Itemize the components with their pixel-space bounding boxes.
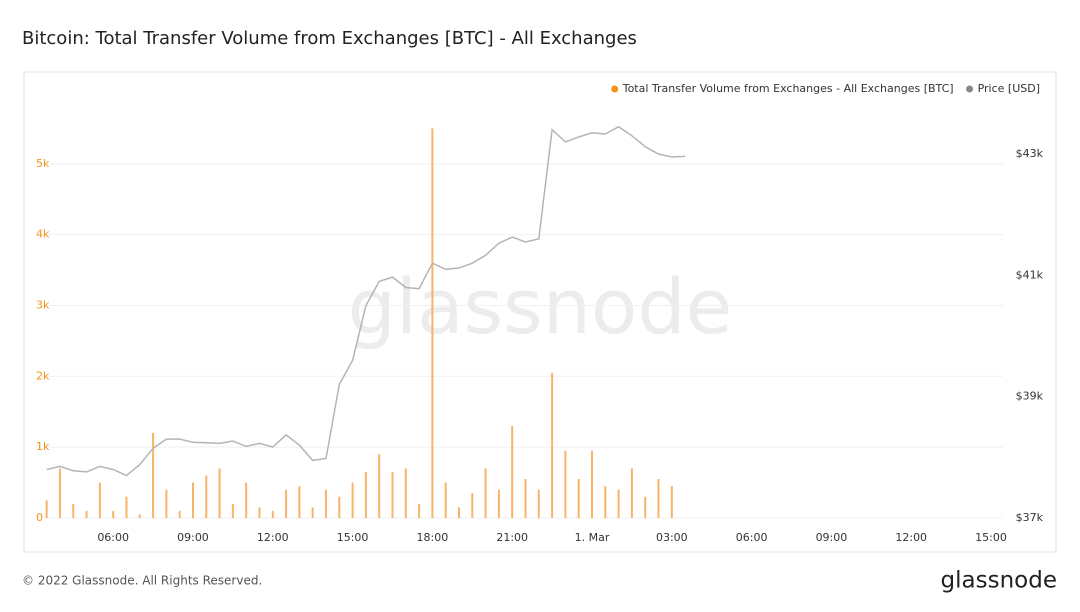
bar [431, 128, 434, 518]
x-tick-label: 12:00 [895, 531, 927, 544]
bar [298, 486, 301, 518]
x-tick-label: 12:00 [257, 531, 289, 544]
bar [564, 450, 567, 518]
y2-tick-label: $37k [1016, 511, 1044, 524]
bar [218, 468, 221, 518]
bar [630, 468, 633, 518]
bar [364, 471, 367, 518]
bar [484, 468, 487, 518]
bar [551, 372, 554, 518]
bar [351, 482, 354, 518]
bar [511, 425, 514, 518]
bar [457, 507, 460, 518]
x-tick-label: 06:00 [97, 531, 129, 544]
bar [258, 507, 261, 518]
y-tick-label: 4k [36, 228, 50, 241]
bar [271, 510, 274, 518]
x-tick-label: 09:00 [816, 531, 848, 544]
price-line [46, 125, 686, 477]
bar [125, 496, 128, 518]
bar [577, 479, 580, 518]
bar [205, 475, 208, 518]
bar [524, 479, 527, 518]
bar [178, 510, 181, 518]
legend-marker [966, 85, 974, 93]
chart-title: Bitcoin: Total Transfer Volume from Exch… [22, 28, 637, 49]
y2-tick-label: $43k [1016, 147, 1044, 160]
bar [378, 454, 381, 518]
legend-label: Total Transfer Volume from Exchanges - A… [622, 82, 954, 95]
bar [285, 489, 288, 518]
bar [670, 486, 673, 518]
bar [644, 496, 647, 518]
y-tick-label: 5k [36, 157, 50, 170]
y-tick-label: 2k [36, 369, 50, 382]
bar [98, 482, 101, 518]
bar [245, 482, 248, 518]
bar [311, 507, 314, 518]
y-tick-label: 1k [36, 440, 50, 453]
watermark: glassnode [348, 262, 733, 351]
x-tick-label: 21:00 [496, 531, 528, 544]
x-tick-label: 1. Mar [575, 531, 610, 544]
bar [58, 468, 61, 518]
bar [72, 503, 75, 518]
legend-marker [611, 85, 619, 93]
x-tick-label: 03:00 [656, 531, 688, 544]
bar [152, 432, 155, 518]
bar [617, 489, 620, 518]
chart-frame [23, 71, 1057, 553]
bar [404, 468, 407, 518]
bar [444, 482, 447, 518]
footer: © 2022 Glassnode. All Rights Reserved. [22, 574, 262, 588]
legend-label: Price [USD] [978, 82, 1040, 95]
y-tick-label: 3k [36, 298, 50, 311]
bar [591, 450, 593, 518]
x-tick-label: 18:00 [417, 531, 449, 544]
bar [391, 471, 394, 518]
bar [497, 489, 500, 518]
bar [112, 510, 115, 518]
y2-tick-label: $41k [1016, 268, 1044, 281]
x-tick-label: 09:00 [177, 531, 209, 544]
bar [191, 482, 194, 518]
x-tick-label: 06:00 [736, 531, 768, 544]
bar [85, 510, 88, 518]
bar [165, 489, 168, 518]
bar [604, 486, 607, 518]
bar [471, 493, 474, 518]
bar [138, 514, 141, 518]
bar [338, 496, 341, 518]
brand-logo: glassnode [941, 568, 1057, 594]
y2-tick-label: $39k [1016, 390, 1044, 403]
bar [418, 503, 421, 518]
bar [537, 489, 540, 518]
bar [45, 500, 48, 518]
bar [657, 479, 660, 518]
bar [324, 489, 327, 518]
bar [231, 503, 234, 518]
x-tick-label: 15:00 [975, 531, 1007, 544]
x-tick-label: 15:00 [337, 531, 369, 544]
y-tick-label: 0 [36, 511, 43, 524]
